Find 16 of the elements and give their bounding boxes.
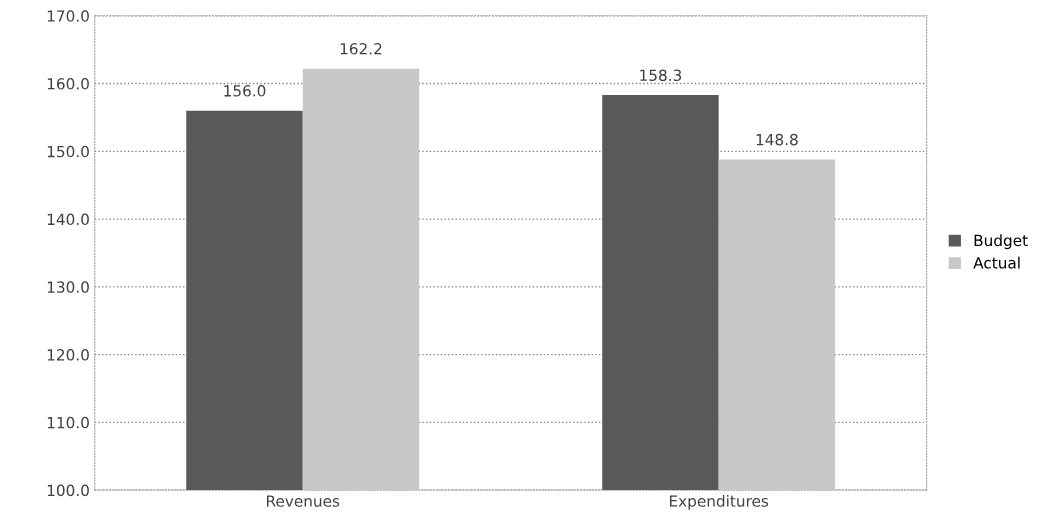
y-tick-label: 140.0 xyxy=(47,213,89,226)
y-tick-label: 130.0 xyxy=(47,281,89,293)
y-tick-label: 110.0 xyxy=(47,416,89,429)
y-tick-label: 170.0 xyxy=(47,10,89,22)
legend-label: Actual xyxy=(973,256,1020,269)
y-tick-label: 150.0 xyxy=(47,145,89,158)
legend-label: Budget xyxy=(974,234,1028,250)
data-label: 156.0 xyxy=(224,85,266,97)
data-label: 162.2 xyxy=(340,43,382,55)
data-label: 148.8 xyxy=(756,133,798,146)
y-tick-label: 160.0 xyxy=(47,78,89,90)
x-tick-label: Expenditures xyxy=(669,494,769,510)
y-tick-label: 100.0 xyxy=(47,484,89,497)
data-label: 158.3 xyxy=(640,69,682,82)
x-tick-label: Revenues xyxy=(266,495,340,507)
y-tick-label: 120.0 xyxy=(47,349,89,361)
